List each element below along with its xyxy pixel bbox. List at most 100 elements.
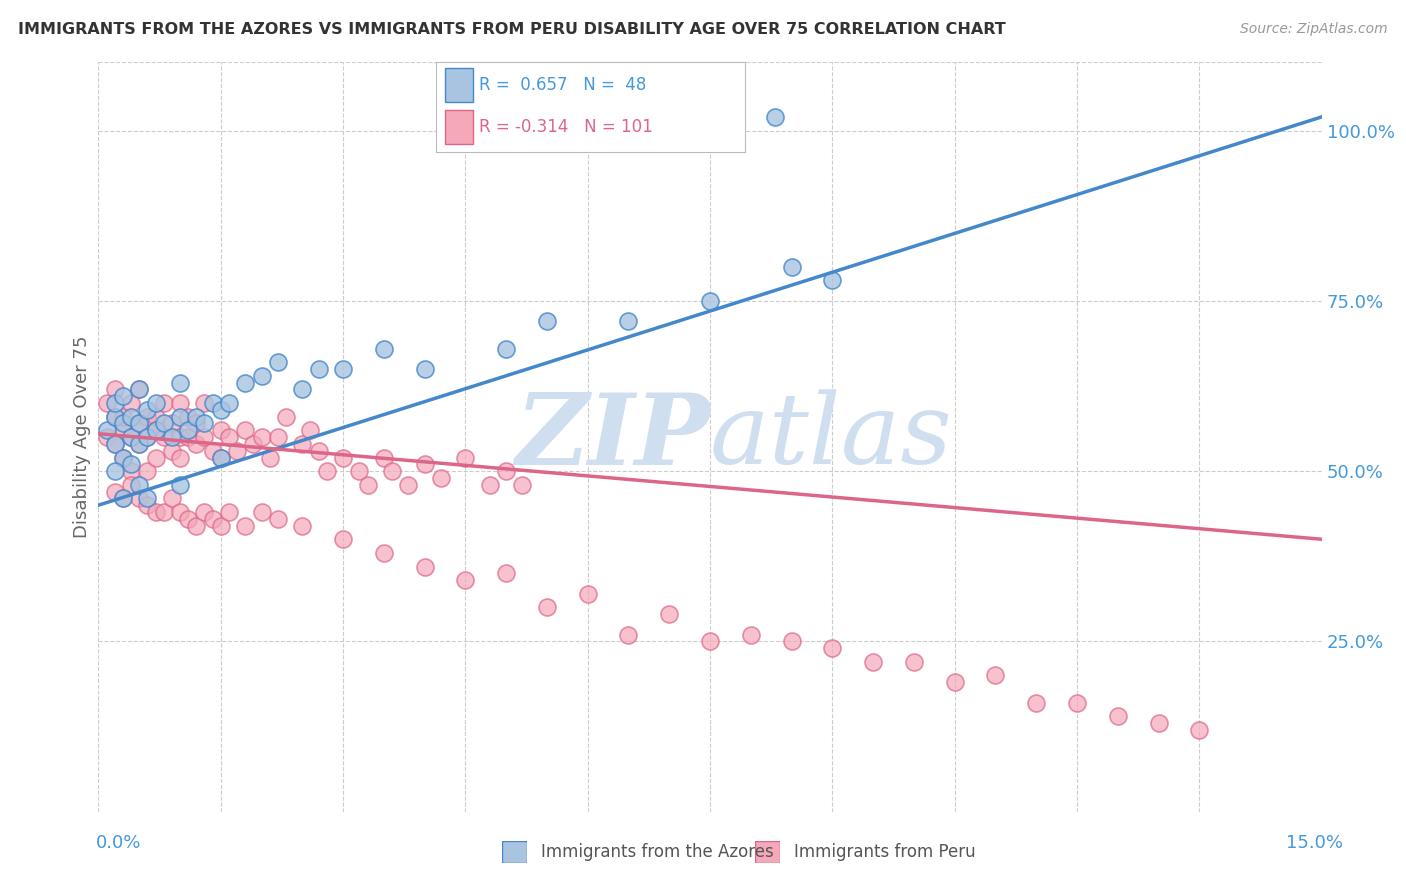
- Point: [111, 450, 134, 465]
- Point: [104, 437, 127, 451]
- Point: [96, 430, 118, 444]
- Point: [233, 518, 256, 533]
- Point: [160, 491, 183, 506]
- Point: [111, 417, 134, 431]
- Point: [111, 491, 134, 506]
- Point: [169, 505, 191, 519]
- Point: [780, 260, 803, 274]
- Point: [201, 443, 224, 458]
- Point: [267, 430, 290, 444]
- Point: [128, 383, 150, 397]
- Point: [169, 376, 191, 390]
- Point: [128, 491, 150, 506]
- Point: [145, 409, 167, 424]
- Point: [145, 450, 167, 465]
- Point: [145, 423, 167, 437]
- Text: 15.0%: 15.0%: [1285, 834, 1343, 852]
- Point: [332, 362, 354, 376]
- Point: [218, 505, 240, 519]
- Point: [349, 464, 371, 478]
- Point: [169, 409, 191, 424]
- Text: ZIP: ZIP: [515, 389, 710, 485]
- Point: [169, 430, 191, 444]
- Point: [201, 512, 224, 526]
- Point: [495, 342, 517, 356]
- Y-axis label: Disability Age Over 75: Disability Age Over 75: [73, 335, 91, 539]
- Point: [373, 450, 395, 465]
- Text: Source: ZipAtlas.com: Source: ZipAtlas.com: [1240, 22, 1388, 37]
- Point: [120, 430, 142, 444]
- Point: [943, 675, 966, 690]
- Point: [267, 355, 290, 369]
- Point: [308, 362, 330, 376]
- Point: [120, 430, 142, 444]
- Text: Immigrants from the Azores: Immigrants from the Azores: [541, 843, 775, 861]
- Point: [862, 655, 884, 669]
- Point: [291, 518, 314, 533]
- Point: [111, 423, 134, 437]
- Point: [740, 627, 762, 641]
- Point: [193, 417, 215, 431]
- Point: [120, 477, 142, 491]
- Point: [96, 396, 118, 410]
- Point: [145, 423, 167, 437]
- Point: [128, 383, 150, 397]
- Point: [699, 293, 721, 308]
- Point: [1188, 723, 1211, 737]
- Point: [186, 417, 208, 431]
- Text: atlas: atlas: [710, 390, 953, 484]
- Point: [128, 437, 150, 451]
- Point: [136, 464, 159, 478]
- Point: [120, 458, 142, 472]
- Point: [478, 477, 501, 491]
- Point: [201, 396, 224, 410]
- Point: [250, 430, 273, 444]
- Point: [186, 518, 208, 533]
- Point: [291, 383, 314, 397]
- Point: [250, 505, 273, 519]
- Point: [495, 566, 517, 581]
- Point: [209, 423, 232, 437]
- Point: [903, 655, 925, 669]
- Point: [226, 443, 249, 458]
- Point: [821, 641, 844, 656]
- Point: [250, 368, 273, 383]
- Point: [152, 505, 174, 519]
- Point: [242, 437, 264, 451]
- Point: [308, 443, 330, 458]
- Point: [136, 498, 159, 512]
- Point: [1066, 696, 1088, 710]
- Bar: [446, 110, 472, 144]
- Point: [111, 491, 134, 506]
- Point: [136, 491, 159, 506]
- Point: [218, 396, 240, 410]
- Point: [373, 342, 395, 356]
- Point: [152, 430, 174, 444]
- Point: [233, 376, 256, 390]
- Point: [454, 450, 477, 465]
- Point: [576, 587, 599, 601]
- Point: [495, 464, 517, 478]
- Point: [120, 396, 142, 410]
- Point: [413, 559, 436, 574]
- Point: [136, 409, 159, 424]
- Text: 0.0%: 0.0%: [96, 834, 141, 852]
- Point: [193, 396, 215, 410]
- Point: [413, 362, 436, 376]
- Point: [267, 512, 290, 526]
- Point: [104, 409, 127, 424]
- Text: R =  0.657   N =  48: R = 0.657 N = 48: [479, 76, 647, 94]
- Point: [536, 600, 558, 615]
- Point: [145, 505, 167, 519]
- Point: [136, 430, 159, 444]
- Point: [413, 458, 436, 472]
- Point: [145, 396, 167, 410]
- Point: [218, 430, 240, 444]
- Point: [104, 383, 127, 397]
- Point: [381, 464, 404, 478]
- Point: [454, 573, 477, 587]
- Text: IMMIGRANTS FROM THE AZORES VS IMMIGRANTS FROM PERU DISABILITY AGE OVER 75 CORREL: IMMIGRANTS FROM THE AZORES VS IMMIGRANTS…: [18, 22, 1007, 37]
- Point: [160, 430, 183, 444]
- Point: [763, 110, 786, 124]
- Point: [169, 450, 191, 465]
